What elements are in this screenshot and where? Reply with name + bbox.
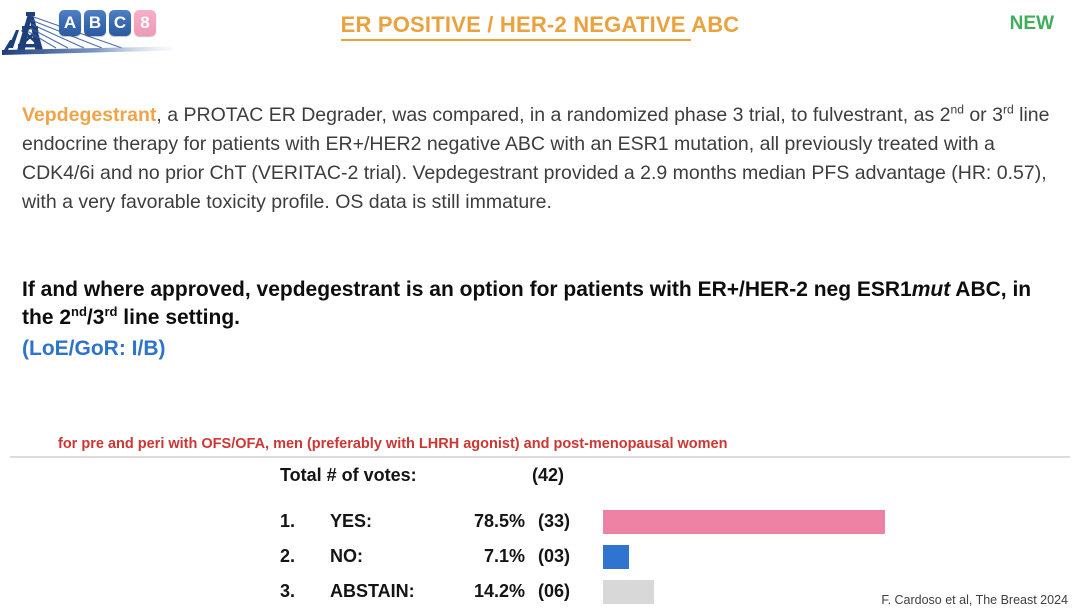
logo-tile-8: 8 xyxy=(134,10,156,36)
votes-total-label: Total # of votes: xyxy=(280,465,417,485)
vote-row-number: 3. xyxy=(280,581,296,601)
logo-tile-c: C xyxy=(109,10,131,36)
summary-paragraph: Vepdegestrant, a PROTAC ER Degrader, was… xyxy=(22,102,1050,213)
vote-row-label: YES: xyxy=(330,511,373,531)
logo-tile-b: B xyxy=(84,10,106,36)
vote-row-yes: 1. YES: 78.5% (33) xyxy=(280,504,1070,539)
vote-bar-yes xyxy=(603,509,885,534)
votes-total-value: (42) xyxy=(532,465,565,485)
vote-row-no: 2. NO: 7.1% (03) xyxy=(280,539,1070,574)
vote-row-number: 1. xyxy=(280,511,296,531)
drug-name: Vepdegestrant xyxy=(22,104,157,126)
horizontal-divider xyxy=(10,456,1070,458)
recommendation-text: If and where approved, vepdegestrant is … xyxy=(22,278,1032,329)
votes-table: 1. YES: 78.5% (33) 2. NO: 7.1% (03) 3. A… xyxy=(280,504,1070,609)
citation: F. Cardoso et al, The Breast 2024 xyxy=(881,593,1068,607)
recommendation-statement: If and where approved, vepdegestrant is … xyxy=(22,276,1064,363)
logo-tile-a: A xyxy=(59,10,81,36)
new-badge: NEW xyxy=(1009,13,1054,34)
vote-bar-no xyxy=(603,544,629,569)
vote-row-count: (03) xyxy=(538,546,571,566)
vote-row-percent: 78.5% xyxy=(473,511,525,531)
vote-row-count: (06) xyxy=(538,581,571,601)
loe-gor-label: (LoE/GoR: I/B) xyxy=(22,337,166,360)
vote-bar-abstain xyxy=(603,579,654,604)
vote-row-abstain: 3. ABSTAIN: 14.2% (06) xyxy=(280,574,1070,609)
population-note: for pre and peri with OFS/OFA, men (pref… xyxy=(58,436,728,452)
vote-row-percent: 14.2% xyxy=(473,581,525,601)
esr1-mut-italic: mut xyxy=(911,278,951,301)
page-title-underlined: ER POSITIVE / HER-2 NEGATIVE xyxy=(340,12,692,41)
vote-row-label: ABSTAIN: xyxy=(330,581,415,601)
vote-row-label: NO: xyxy=(330,546,363,566)
vote-row-number: 2. xyxy=(280,546,296,566)
abc8-logo-tiles: A B C 8 xyxy=(59,10,156,36)
page-title-rest: ABC xyxy=(691,12,740,37)
vote-row-count: (33) xyxy=(538,511,571,531)
page-title: ER POSITIVE / HER-2 NEGATIVE ABC xyxy=(0,12,1080,41)
abc8-logo: A B C 8 xyxy=(2,4,177,64)
votes-total-row: Total # of votes: (42) xyxy=(280,465,564,486)
bridge-icon xyxy=(2,12,172,55)
vote-row-percent: 7.1% xyxy=(483,546,525,566)
